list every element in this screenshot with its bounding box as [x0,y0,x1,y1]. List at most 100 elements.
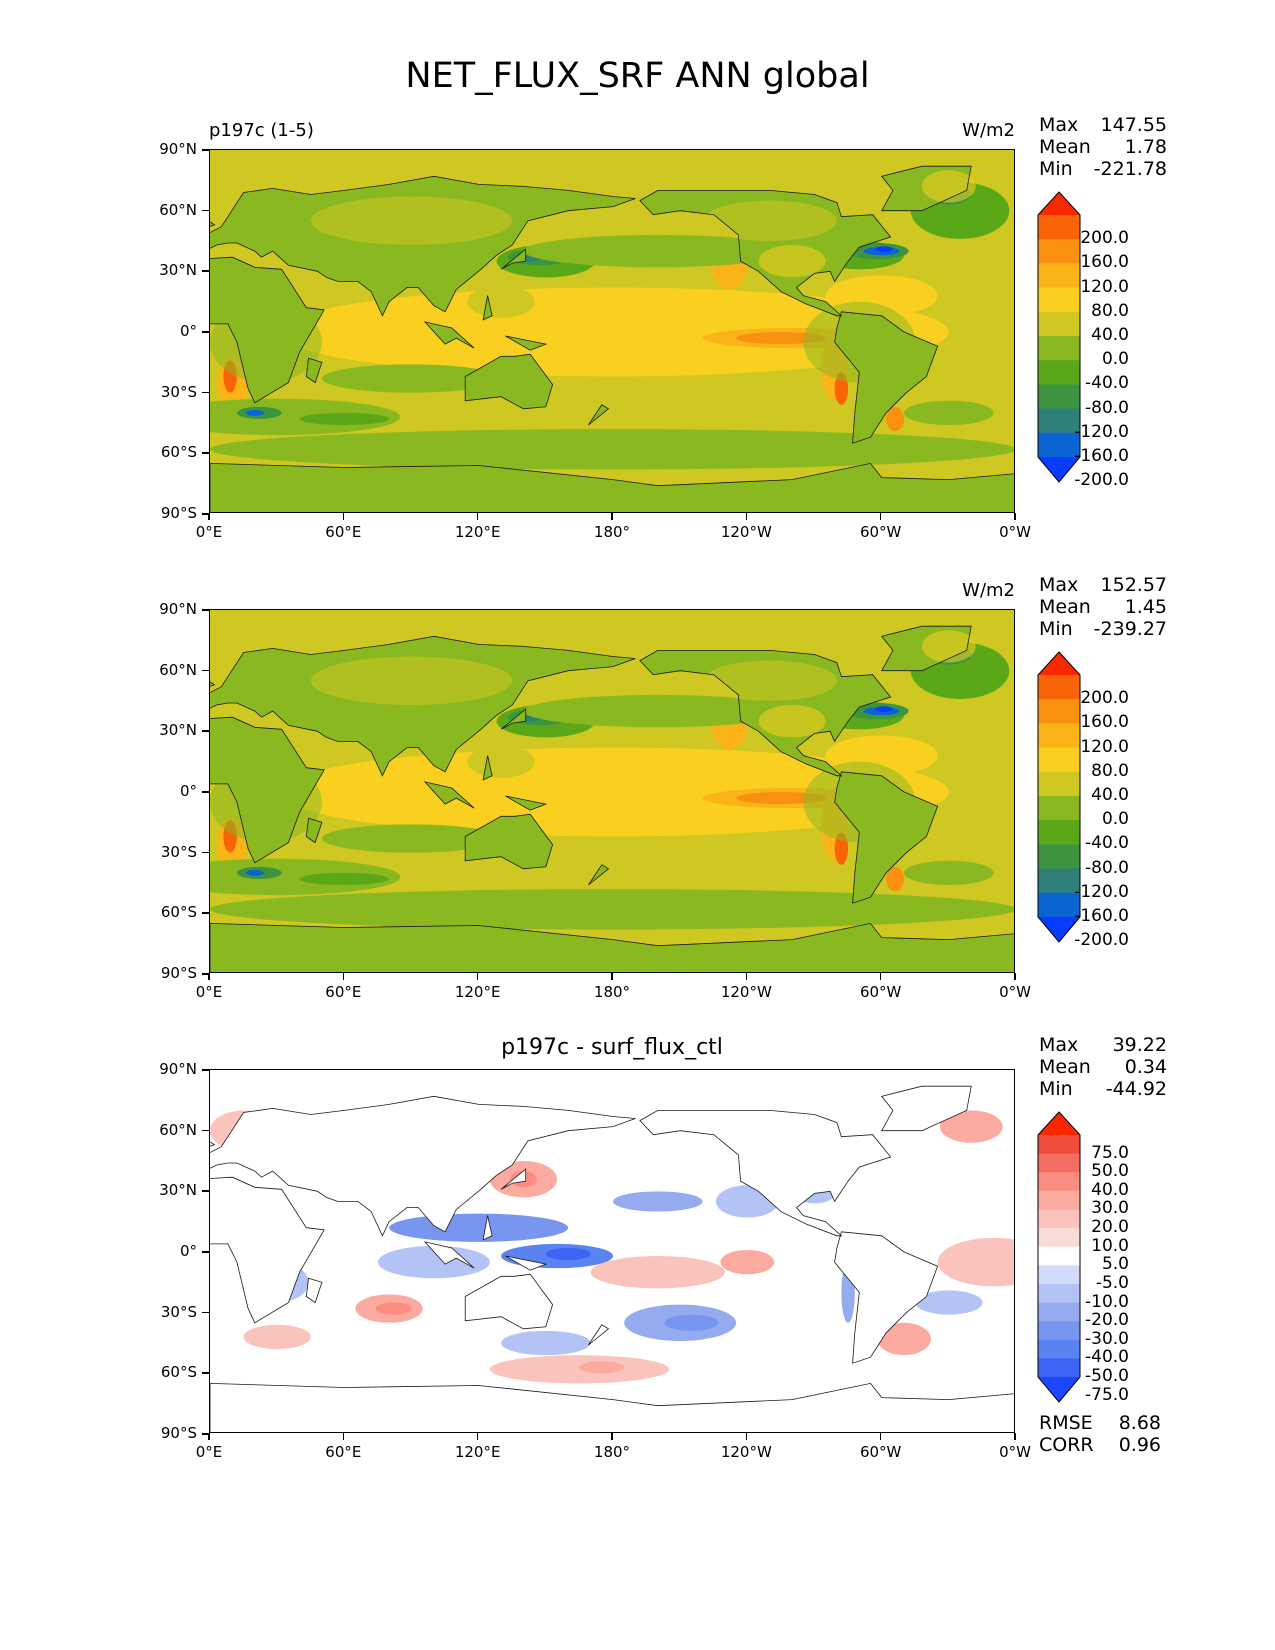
colorbar-bottom-arrow [1038,917,1080,942]
stats-row-min: Min -221.78 [1039,158,1167,180]
colorbar-label: -40.0 [1085,1347,1129,1368]
colorbar-segment-8 [1038,1283,1080,1304]
colorbar-outline [1037,191,1081,483]
y-tick-label: 30°S [160,382,197,401]
y-tick-label: 60°N [159,1120,197,1139]
colorbar-label: 160.0 [1080,252,1129,273]
land-contour-5 [478,366,546,399]
coastline-8 [423,781,475,809]
x-tick-label: 180° [593,1443,631,1461]
ocean-contour-2 [736,792,826,805]
y-tick-label: 90°N [159,600,197,618]
y-tick-label: 90°N [159,140,197,158]
coastline-11 [305,357,323,384]
land-contour-6 [921,630,976,663]
diff-contour-3 [377,1245,490,1279]
colorbar-label: -5.0 [1095,1272,1129,1293]
coastline-6 [210,462,1014,512]
y-tick [202,331,209,333]
coastline-9 [588,864,610,886]
coastline-1 [210,635,636,777]
colorbar-label: -30.0 [1085,1328,1129,1349]
diff-contour-23 [590,1256,725,1289]
coastline-13 [505,335,548,351]
stats-block: Max 152.57 Mean 1.45 Min -239.27 [1039,574,1167,640]
ocean-contour-29 [467,745,535,778]
map-field [210,610,1014,972]
land-mask-5 [881,1086,972,1131]
coastline-7 [500,708,527,730]
colorbar-bottom-arrow [1038,457,1080,482]
diff-contour-16 [937,1237,1014,1287]
coastline-11 [305,1277,323,1304]
land-contour-2 [310,196,513,246]
x-tick [1014,973,1016,980]
x-tick-label: 120°E [454,983,501,1001]
y-tick [202,1433,209,1435]
x-tick [342,1433,345,1440]
colorbar-label: -120.0 [1074,421,1129,442]
land-contour-4 [758,245,826,278]
land-fill-8 [424,321,475,349]
x-tick-label: 60°E [325,983,362,1001]
land-fill-13 [505,796,546,811]
stats-row-min: Min -239.27 [1039,618,1167,640]
land-group [210,166,1014,512]
colorbar-label: -80.0 [1085,397,1129,418]
y-tick-label: 0° [179,782,197,800]
colorbar-segment-6 [1038,360,1080,385]
map-frame [209,1069,1015,1433]
colorbar-label: -80.0 [1085,857,1129,878]
colorbar-label: -10.0 [1085,1291,1129,1312]
colorbar-label: 120.0 [1080,276,1129,297]
y-tick [202,1190,209,1192]
stats-label: Mean [1039,136,1091,158]
diff-contour-22 [613,1191,703,1212]
y-tick-label: 30°N [159,1181,197,1200]
ocean-contour-27 [523,694,793,728]
colorbar-outline [1037,651,1081,943]
ocean-contour-8 [886,866,905,892]
coastline-5 [881,165,972,212]
stats-label: Min [1039,158,1073,180]
y-tick-label: 60°S [160,1363,197,1382]
coastline-6 [210,922,1014,972]
y-tick [202,912,209,914]
coastline-0 [210,1176,325,1324]
x-tick-label: 120°E [454,1443,501,1461]
colorbar-segment-3 [1038,1190,1080,1210]
extra-stats-block: RMSE 8.68 CORR 0.96 [1039,1412,1161,1456]
coastline-9 [588,1324,610,1346]
ocean-contour-23 [299,872,390,886]
ocean-contour-28 [904,860,994,886]
y-tick [202,609,209,611]
colorbar-label: -160.0 [1074,906,1129,926]
land-fill-12 [483,295,493,320]
land-contour-0 [210,761,322,843]
x-tick-label: 60°W [859,523,902,541]
land-contour-3 [702,660,837,701]
y-tick [202,1372,209,1374]
stats-label: Mean [1039,596,1091,618]
y-tick-label: 30°N [159,721,197,740]
y-tick-label: 30°S [160,842,197,861]
y-tick [202,513,209,515]
colorbar-2 [1037,1111,1081,1403]
land-contour-0 [210,301,322,383]
map-frame [209,609,1015,973]
stats-row-max: Max 147.55 [1039,114,1167,136]
colorbar-label: 40.0 [1091,785,1129,805]
x-tick-label: 0°W [999,1443,1031,1461]
coastline-2 [464,353,554,410]
stats-label: CORR [1039,1434,1094,1456]
y-tick-label: 90°S [160,1424,197,1442]
x-tick-label: 0°W [999,983,1031,1001]
x-tick-label: 120°E [454,523,501,541]
x-tick-label: 60°E [325,523,362,541]
x-tick [342,513,345,520]
colorbar-segment-1 [1038,239,1080,264]
ocean-contour-25 [321,824,502,853]
colorbar-label: 40.0 [1091,325,1129,345]
panel-units-label: W/m2 [962,580,1015,601]
colorbar-segment-3 [1038,287,1080,313]
